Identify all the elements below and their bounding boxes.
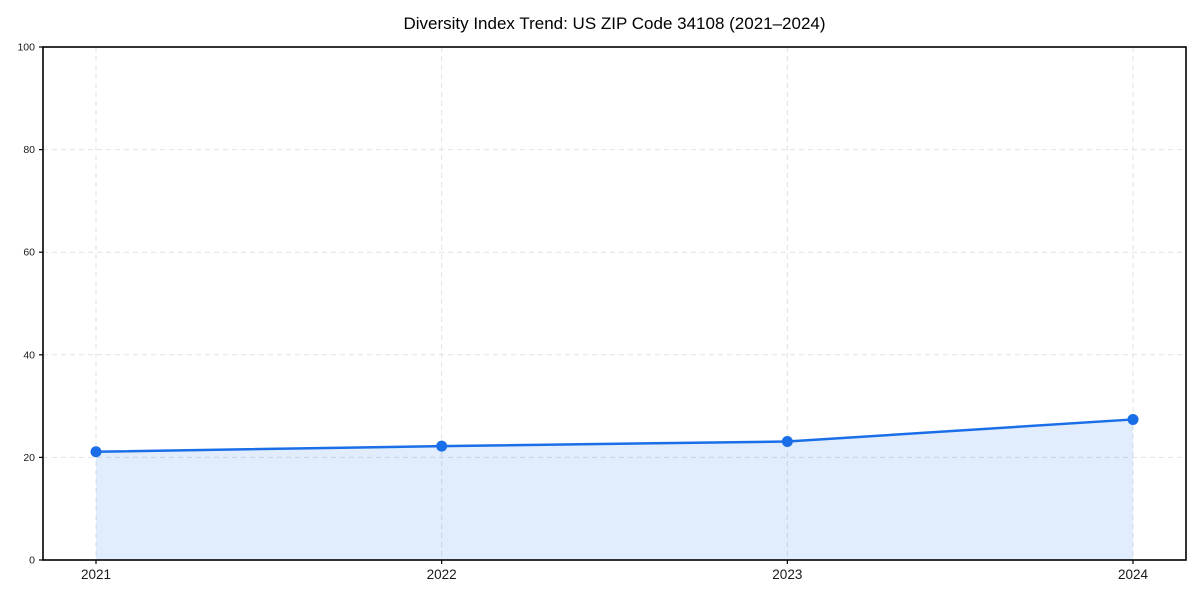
- trend-line: [94, 418, 1135, 454]
- y-tick-label: 40: [23, 349, 35, 361]
- y-tick-label: 60: [23, 247, 35, 259]
- x-tick-label: 2023: [772, 567, 802, 582]
- x-tick-label: 2021: [81, 567, 111, 582]
- x-tick-label: 2024: [1118, 567, 1149, 582]
- data-point-marker: [1127, 413, 1139, 425]
- y-tick-label: 0: [29, 555, 35, 567]
- chart-title: Diversity Index Trend: US ZIP Code 34108…: [403, 14, 826, 33]
- data-point-marker: [90, 446, 102, 458]
- plot-border: [42, 46, 1187, 561]
- y-tick-label: 100: [17, 42, 35, 54]
- data-point-marker: [781, 435, 793, 447]
- y-tick-label: 80: [23, 144, 35, 156]
- y-tick-label: 20: [23, 452, 35, 464]
- data-point-marker: [436, 440, 448, 452]
- x-tick-label: 2022: [427, 567, 457, 582]
- area-fill: [96, 419, 1133, 560]
